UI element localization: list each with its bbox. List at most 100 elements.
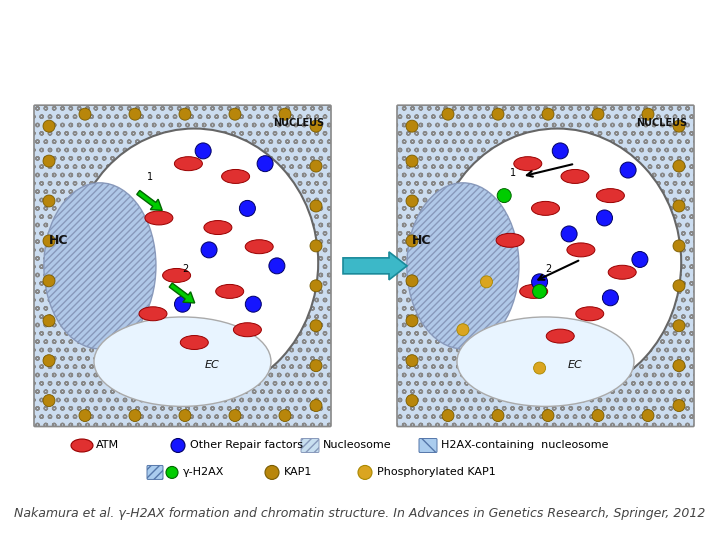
Circle shape (269, 258, 285, 274)
Ellipse shape (44, 183, 156, 349)
Circle shape (673, 400, 685, 411)
Text: 2: 2 (546, 264, 552, 274)
Text: Nucleosome: Nucleosome (323, 441, 392, 450)
Circle shape (310, 280, 322, 292)
Circle shape (457, 324, 469, 336)
Text: Other Repair factors: Other Repair factors (190, 441, 303, 450)
Circle shape (498, 188, 511, 202)
Circle shape (492, 409, 504, 422)
Circle shape (43, 120, 55, 132)
Ellipse shape (576, 307, 604, 321)
Circle shape (310, 400, 322, 411)
Ellipse shape (514, 157, 541, 171)
Circle shape (406, 120, 418, 132)
Circle shape (310, 240, 322, 252)
Circle shape (552, 143, 568, 159)
Ellipse shape (222, 170, 250, 184)
Text: ATM: ATM (96, 441, 119, 450)
FancyArrow shape (137, 191, 162, 211)
Text: HC: HC (412, 234, 431, 247)
Ellipse shape (174, 157, 202, 171)
Circle shape (43, 395, 55, 407)
FancyBboxPatch shape (301, 438, 319, 453)
Ellipse shape (596, 188, 624, 202)
Text: HC: HC (49, 234, 68, 247)
Circle shape (673, 160, 685, 172)
FancyArrow shape (343, 252, 407, 280)
Circle shape (229, 108, 241, 120)
Circle shape (406, 235, 418, 247)
Text: EC: EC (204, 360, 220, 370)
Circle shape (620, 162, 636, 178)
Circle shape (492, 108, 504, 120)
Circle shape (310, 360, 322, 372)
Ellipse shape (139, 307, 167, 321)
Circle shape (279, 108, 291, 120)
Circle shape (43, 355, 55, 367)
Circle shape (239, 200, 256, 217)
Circle shape (592, 409, 604, 422)
Text: 1: 1 (510, 168, 516, 178)
Ellipse shape (204, 220, 232, 234)
Circle shape (174, 296, 191, 312)
Ellipse shape (531, 201, 559, 215)
Text: Nakamura et al. γ-H2AX formation and chromatin structure. In Advances in Genetic: Nakamura et al. γ-H2AX formation and chr… (14, 507, 706, 520)
Circle shape (43, 315, 55, 327)
Text: 1: 1 (147, 172, 153, 181)
Circle shape (442, 108, 454, 120)
Circle shape (43, 155, 55, 167)
Circle shape (542, 409, 554, 422)
Circle shape (310, 320, 322, 332)
FancyBboxPatch shape (34, 105, 331, 427)
FancyBboxPatch shape (147, 465, 163, 480)
Circle shape (79, 409, 91, 422)
Circle shape (542, 108, 554, 120)
Circle shape (534, 362, 546, 374)
Ellipse shape (180, 335, 208, 349)
Text: EC: EC (567, 360, 582, 370)
Ellipse shape (94, 317, 271, 407)
Circle shape (603, 290, 618, 306)
Circle shape (642, 108, 654, 120)
Ellipse shape (71, 129, 318, 397)
Ellipse shape (567, 243, 595, 257)
FancyArrow shape (169, 283, 194, 303)
Circle shape (673, 200, 685, 212)
Text: Model for the nuclear localization and redistribution of DSB repair: Model for the nuclear localization and r… (0, 16, 720, 35)
Circle shape (406, 395, 418, 407)
Ellipse shape (71, 439, 93, 452)
Ellipse shape (216, 285, 243, 299)
Circle shape (43, 275, 55, 287)
Circle shape (673, 320, 685, 332)
Circle shape (406, 275, 418, 287)
Circle shape (406, 155, 418, 167)
Circle shape (166, 467, 178, 478)
Circle shape (279, 409, 291, 422)
Ellipse shape (407, 183, 519, 349)
Circle shape (632, 252, 648, 267)
Ellipse shape (608, 265, 636, 279)
Circle shape (673, 360, 685, 372)
Circle shape (265, 465, 279, 480)
Ellipse shape (546, 329, 575, 343)
Circle shape (43, 195, 55, 207)
FancyBboxPatch shape (419, 438, 437, 453)
Circle shape (310, 200, 322, 212)
Ellipse shape (496, 233, 524, 247)
Circle shape (531, 274, 548, 290)
Circle shape (129, 108, 141, 120)
Circle shape (171, 438, 185, 453)
Circle shape (442, 409, 454, 422)
Ellipse shape (457, 317, 634, 407)
Circle shape (79, 108, 91, 120)
Ellipse shape (233, 323, 261, 337)
Circle shape (310, 160, 322, 172)
Circle shape (43, 235, 55, 247)
Circle shape (673, 240, 685, 252)
Circle shape (642, 409, 654, 422)
Circle shape (673, 280, 685, 292)
Circle shape (673, 120, 685, 132)
Circle shape (596, 210, 613, 226)
Ellipse shape (163, 268, 191, 282)
Circle shape (310, 120, 322, 132)
